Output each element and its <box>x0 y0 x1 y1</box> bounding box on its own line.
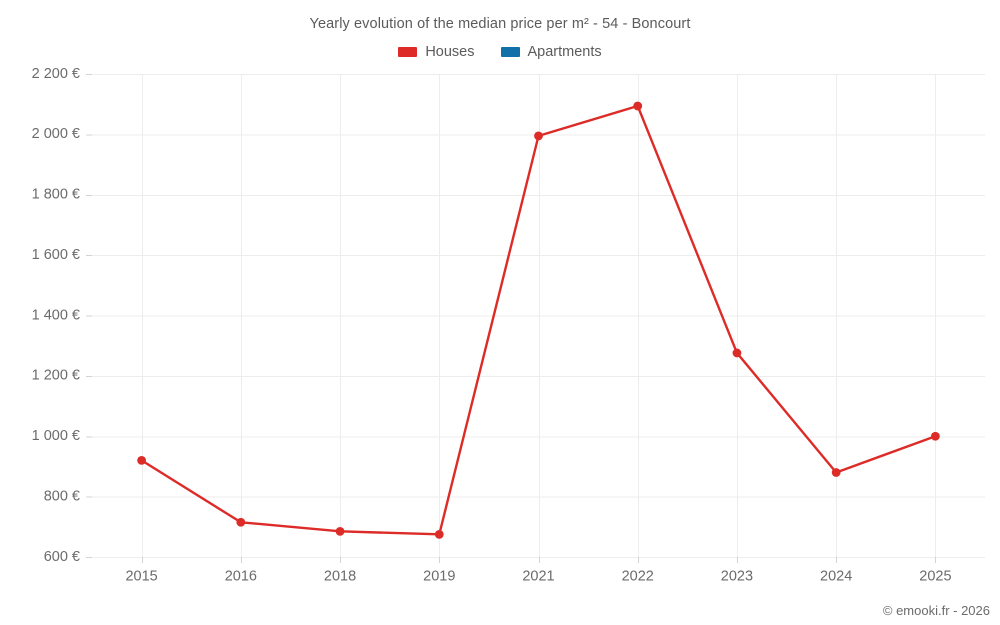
legend-label-houses: Houses <box>425 44 475 60</box>
data-point[interactable] <box>335 526 345 536</box>
x-axis-tick-label: 2024 <box>820 569 852 585</box>
y-axis-tick-label: 1 000 € <box>32 428 80 444</box>
data-point[interactable] <box>930 431 940 441</box>
legend-item-houses[interactable]: Houses <box>398 44 475 60</box>
x-axis-tick-label: 2015 <box>125 569 157 585</box>
chart-legend: Houses Apartments <box>0 44 1000 60</box>
copyright-credit: © emooki.fr - 2026 <box>882 603 990 618</box>
x-axis-tick-label: 2016 <box>225 569 257 585</box>
data-point[interactable] <box>137 456 147 465</box>
y-axis-tick-label: 1 200 € <box>32 368 80 384</box>
legend-item-apartments[interactable]: Apartments <box>500 44 602 60</box>
y-axis-tick-label: 800 € <box>44 488 80 504</box>
series-line-houses <box>140 104 937 536</box>
data-point[interactable] <box>732 348 742 358</box>
x-axis-tick-label: 2023 <box>721 569 753 585</box>
data-point[interactable] <box>831 468 841 477</box>
y-axis-tick-label: 1 400 € <box>32 307 80 323</box>
x-axis-tick-label: 2019 <box>423 569 455 585</box>
x-axis-tick-label: 2018 <box>324 569 356 585</box>
data-point[interactable] <box>633 101 643 111</box>
y-axis-tick-label: 2 200 € <box>32 66 80 82</box>
x-axis-tick-label: 2021 <box>522 569 554 585</box>
data-point[interactable] <box>534 131 543 141</box>
x-axis-tick-label: 2022 <box>622 569 654 585</box>
y-axis-tick-label: 2 000 € <box>32 126 80 142</box>
legend-swatch-apartments <box>500 47 520 57</box>
data-point[interactable] <box>236 517 246 527</box>
legend-label-apartments: Apartments <box>527 44 602 60</box>
chart-title: Yearly evolution of the median price per… <box>309 16 691 32</box>
y-axis-tick-label: 1 600 € <box>32 247 80 263</box>
data-point[interactable] <box>434 529 444 539</box>
y-axis-tick-label: 1 800 € <box>32 187 80 203</box>
x-axis-tick-label: 2025 <box>919 569 951 585</box>
y-axis-tick-label: 600 € <box>44 549 80 565</box>
legend-swatch-houses <box>398 47 418 57</box>
